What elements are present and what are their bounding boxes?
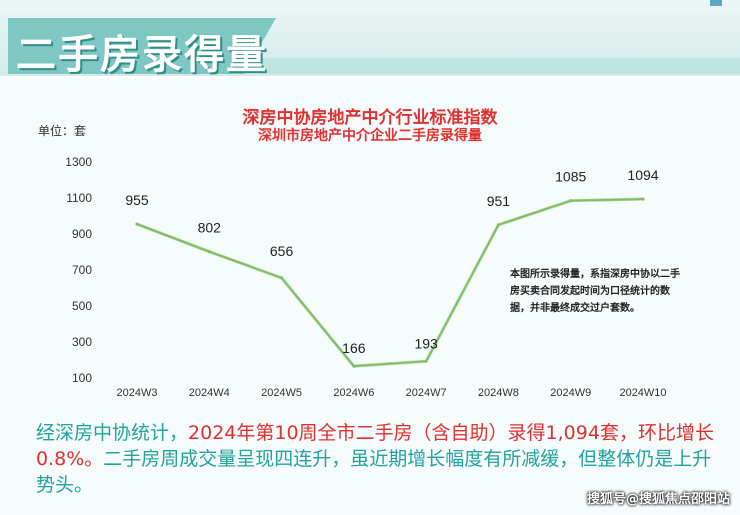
data-point: [352, 364, 356, 368]
series: [135, 197, 645, 368]
y-tick-label: 500: [72, 299, 92, 313]
data-labels: 955 802 656 166 193 951 1085 1094: [125, 167, 658, 356]
data-label: 802: [198, 220, 222, 236]
x-tick-label: 2024W9: [550, 387, 591, 399]
x-tick-label: 2024W7: [406, 387, 447, 399]
y-tick-label: 700: [72, 263, 92, 277]
data-label: 951: [487, 193, 511, 209]
y-axis: 100 300 500 700 900 1100 1300: [65, 155, 92, 385]
summary-highlight: 2024年第10周全市二手房（含自助）录得1,094套，环比增长0.8%。: [36, 422, 714, 470]
y-tick-label: 1100: [66, 191, 92, 205]
summary-part3: 二手房周成交量呈现四连升，虽近期增长幅度有所减缓，但整体仍是上升势头。: [36, 448, 712, 496]
data-label: 1085: [555, 169, 586, 185]
data-point: [496, 223, 500, 227]
banner-bar: [260, 58, 740, 74]
data-point: [569, 199, 573, 203]
x-axis: 2024W3 2024W4 2024W5 2024W6 2024W7 2024W8 2024…: [117, 387, 667, 399]
summary-text: 经深房中协统计，2024年第10周全市二手房（含自助）录得1,094套，环比增长…: [36, 420, 716, 498]
x-tick-label: 2024W4: [189, 387, 230, 399]
x-tick-label: 2024W3: [117, 387, 158, 399]
x-tick-label: 2024W8: [478, 387, 519, 399]
watermark: 搜狐号@搜狐焦点邵阳站: [586, 492, 730, 507]
x-tick-label: 2024W6: [333, 387, 374, 399]
page-title: 二手房录得量: [16, 32, 268, 78]
summary-part1: 经深房中协统计，: [36, 422, 189, 444]
data-label: 193: [414, 335, 438, 351]
data-label: 166: [342, 340, 366, 356]
data-point: [424, 359, 428, 363]
data-point: [135, 222, 139, 226]
series-line: [136, 198, 644, 368]
x-tick-label: 2024W5: [261, 387, 302, 399]
data-point: [641, 197, 645, 201]
data-label: 955: [125, 192, 149, 208]
corner-mark: [710, 0, 722, 6]
chart-note: 本图所示录得量，系指深房中协以二手房买卖合同发起时间为口径统计的数据，并非最终成…: [510, 269, 680, 314]
title-box: [8, 18, 276, 74]
data-point: [207, 250, 211, 254]
data-label: 656: [270, 243, 294, 259]
y-tick-label: 900: [72, 227, 92, 241]
data-label: 1094: [627, 167, 658, 183]
y-tick-label: 1300: [65, 155, 92, 169]
data-point: [280, 276, 284, 280]
banner-stripe: [0, 0, 740, 14]
chart-title: 深房中协房地产中介行业标准指数: [242, 108, 498, 128]
y-tick-label: 100: [72, 371, 92, 385]
x-tick-label: 2024W10: [619, 387, 666, 399]
chart-subtitle: 深圳市房地产中介企业二手房录得量: [258, 128, 482, 144]
y-unit-label: 单位：套: [38, 124, 87, 138]
y-tick-label: 300: [72, 335, 92, 349]
chart-frame: [0, 78, 740, 515]
